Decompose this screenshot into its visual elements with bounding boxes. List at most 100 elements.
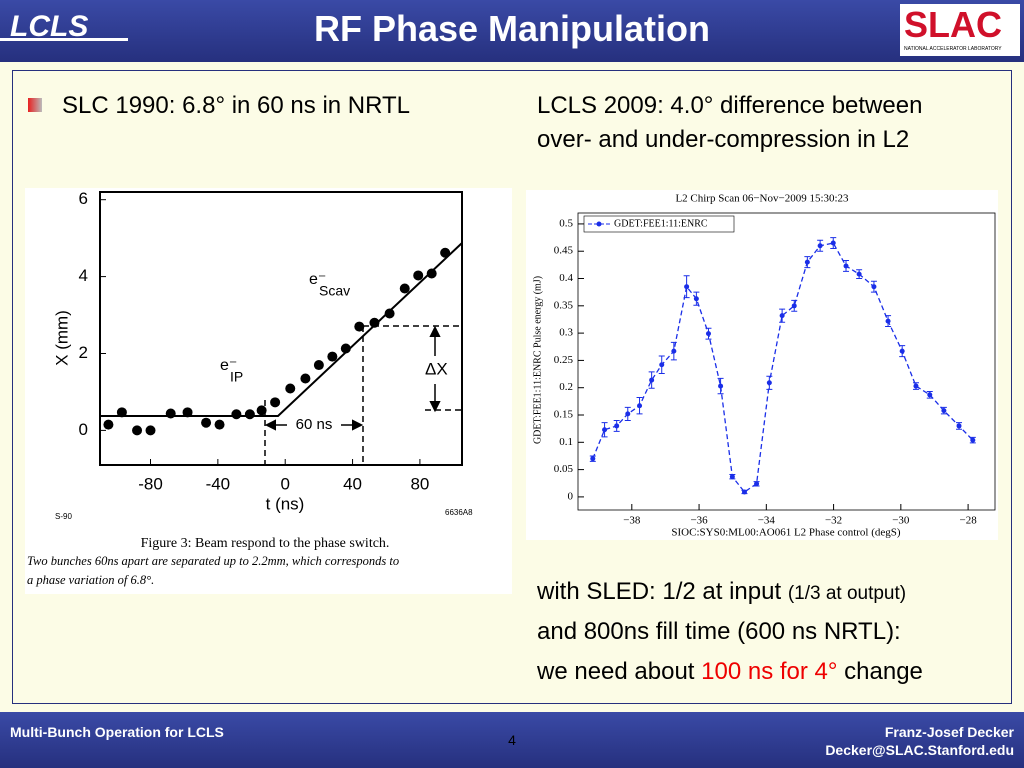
bullet-icon <box>28 98 42 112</box>
point <box>340 343 351 354</box>
annotation: S-90 <box>55 512 72 521</box>
footer <box>0 712 1024 768</box>
marker <box>830 240 836 246</box>
y-tick-label: 0.4 <box>559 272 573 284</box>
marker <box>941 408 947 414</box>
title: RF Phase Manipulation <box>313 8 711 49</box>
caption-text: a phase variation of 6.8°. <box>27 573 154 587</box>
point <box>313 360 324 371</box>
legend-marker <box>596 221 602 227</box>
x-tick-label: -80 <box>138 474 163 493</box>
caption: Figure 3: Beam respond to the phase swit… <box>141 536 390 551</box>
marker <box>590 456 596 462</box>
bullet-right: over- and under-compression in L2 <box>537 126 910 153</box>
marker <box>718 383 724 389</box>
y-tick-label: 2 <box>79 343 88 362</box>
y-tick-label: 0.1 <box>559 436 573 448</box>
text-line: with SLED: 1/2 at input (1/3 at output) <box>537 578 906 606</box>
point <box>244 409 255 420</box>
marker <box>779 313 785 319</box>
marker <box>956 423 962 429</box>
y-tick-label: 0.45 <box>554 245 574 257</box>
marker <box>705 331 711 337</box>
marker <box>729 474 735 480</box>
x-tick-label: −30 <box>892 515 910 527</box>
point <box>384 308 395 319</box>
marker <box>659 362 665 368</box>
highlight: 100 ns for 4° <box>701 658 838 685</box>
marker <box>671 348 677 354</box>
caption-text: Two bunches 60ns apart are separated up … <box>27 554 399 568</box>
point <box>182 407 193 418</box>
x-tick-label: −32 <box>825 515 842 527</box>
fit-lines <box>100 242 463 465</box>
marker <box>637 403 643 409</box>
axis-label: X (mm) <box>52 310 71 366</box>
y-tick-label: 0.25 <box>554 354 574 366</box>
bullet-left: SLC 1990: 6.8° in 60 ns in NRTL <box>62 92 411 119</box>
logo-right-sub: NATIONAL ACCELERATOR LABORATORY <box>904 46 1002 52</box>
point <box>165 408 176 419</box>
text: we need about <box>537 658 702 685</box>
marker <box>684 284 690 290</box>
y-tick-label: 0.15 <box>554 409 574 421</box>
marker <box>625 411 631 417</box>
marker <box>899 348 905 354</box>
point <box>145 425 156 436</box>
x-tick-label: −34 <box>758 515 776 527</box>
legend-box <box>583 215 735 233</box>
point <box>399 283 410 294</box>
marker <box>649 377 655 383</box>
text-line: we need about 100 ns for 4° change <box>537 658 923 686</box>
logo-left: LCLS <box>10 10 89 43</box>
arrowhead <box>264 325 441 431</box>
marker <box>871 284 877 290</box>
legend-label: GDET:FEE1:11:ENRC <box>614 218 708 229</box>
y-tick-label: 0.3 <box>559 327 573 339</box>
frame <box>12 70 1012 704</box>
marker <box>804 259 810 265</box>
point <box>201 417 212 428</box>
x-tick-label: 40 <box>343 474 362 493</box>
point <box>132 425 143 436</box>
point <box>214 419 225 430</box>
arrow <box>267 330 436 426</box>
point <box>116 407 127 418</box>
point <box>103 419 114 430</box>
chart: −38 −36 −34 −32 −30 −28 0 0.05 0.1 0.15 0.2 0.25 0.3… <box>526 190 998 540</box>
text: with SLED: 1/2 at input <box>537 578 788 605</box>
text: (1/3 at output) <box>787 583 907 604</box>
annotation: Scav <box>319 283 350 299</box>
footer-email: Decker@SLAC.Stanford.edu <box>825 742 1014 758</box>
fit-line <box>100 242 463 417</box>
annotation: e⁻ <box>220 357 237 374</box>
dashed-guide <box>264 325 463 465</box>
page-number: 4 <box>508 732 516 748</box>
marker <box>817 243 823 249</box>
annotation: e⁻ <box>309 271 326 288</box>
header <box>0 0 1024 62</box>
marker <box>693 296 699 302</box>
point <box>440 247 451 258</box>
point <box>300 373 311 384</box>
plot-frame <box>99 191 463 466</box>
point <box>285 383 296 394</box>
point <box>231 409 242 420</box>
series-line <box>592 242 974 493</box>
point <box>426 268 437 279</box>
point <box>256 405 267 416</box>
y-tick-label: 0.35 <box>554 299 574 311</box>
x-tick-label: −36 <box>690 515 708 527</box>
marker <box>970 437 976 443</box>
logo-right-bg <box>900 4 1020 56</box>
marker <box>913 383 919 389</box>
y-tick-label: 0.2 <box>559 381 573 393</box>
plot-frame <box>577 212 996 511</box>
x-tick-label: 0 <box>280 474 289 493</box>
footer-left: Multi-Bunch Operation for LCLS <box>10 724 224 740</box>
point <box>354 321 365 332</box>
axis-label: GDET:FEE1:11:ENRC Pulse energy (mJ) <box>532 276 543 444</box>
marker <box>856 271 862 277</box>
y-tick-label: 0.05 <box>554 463 574 475</box>
